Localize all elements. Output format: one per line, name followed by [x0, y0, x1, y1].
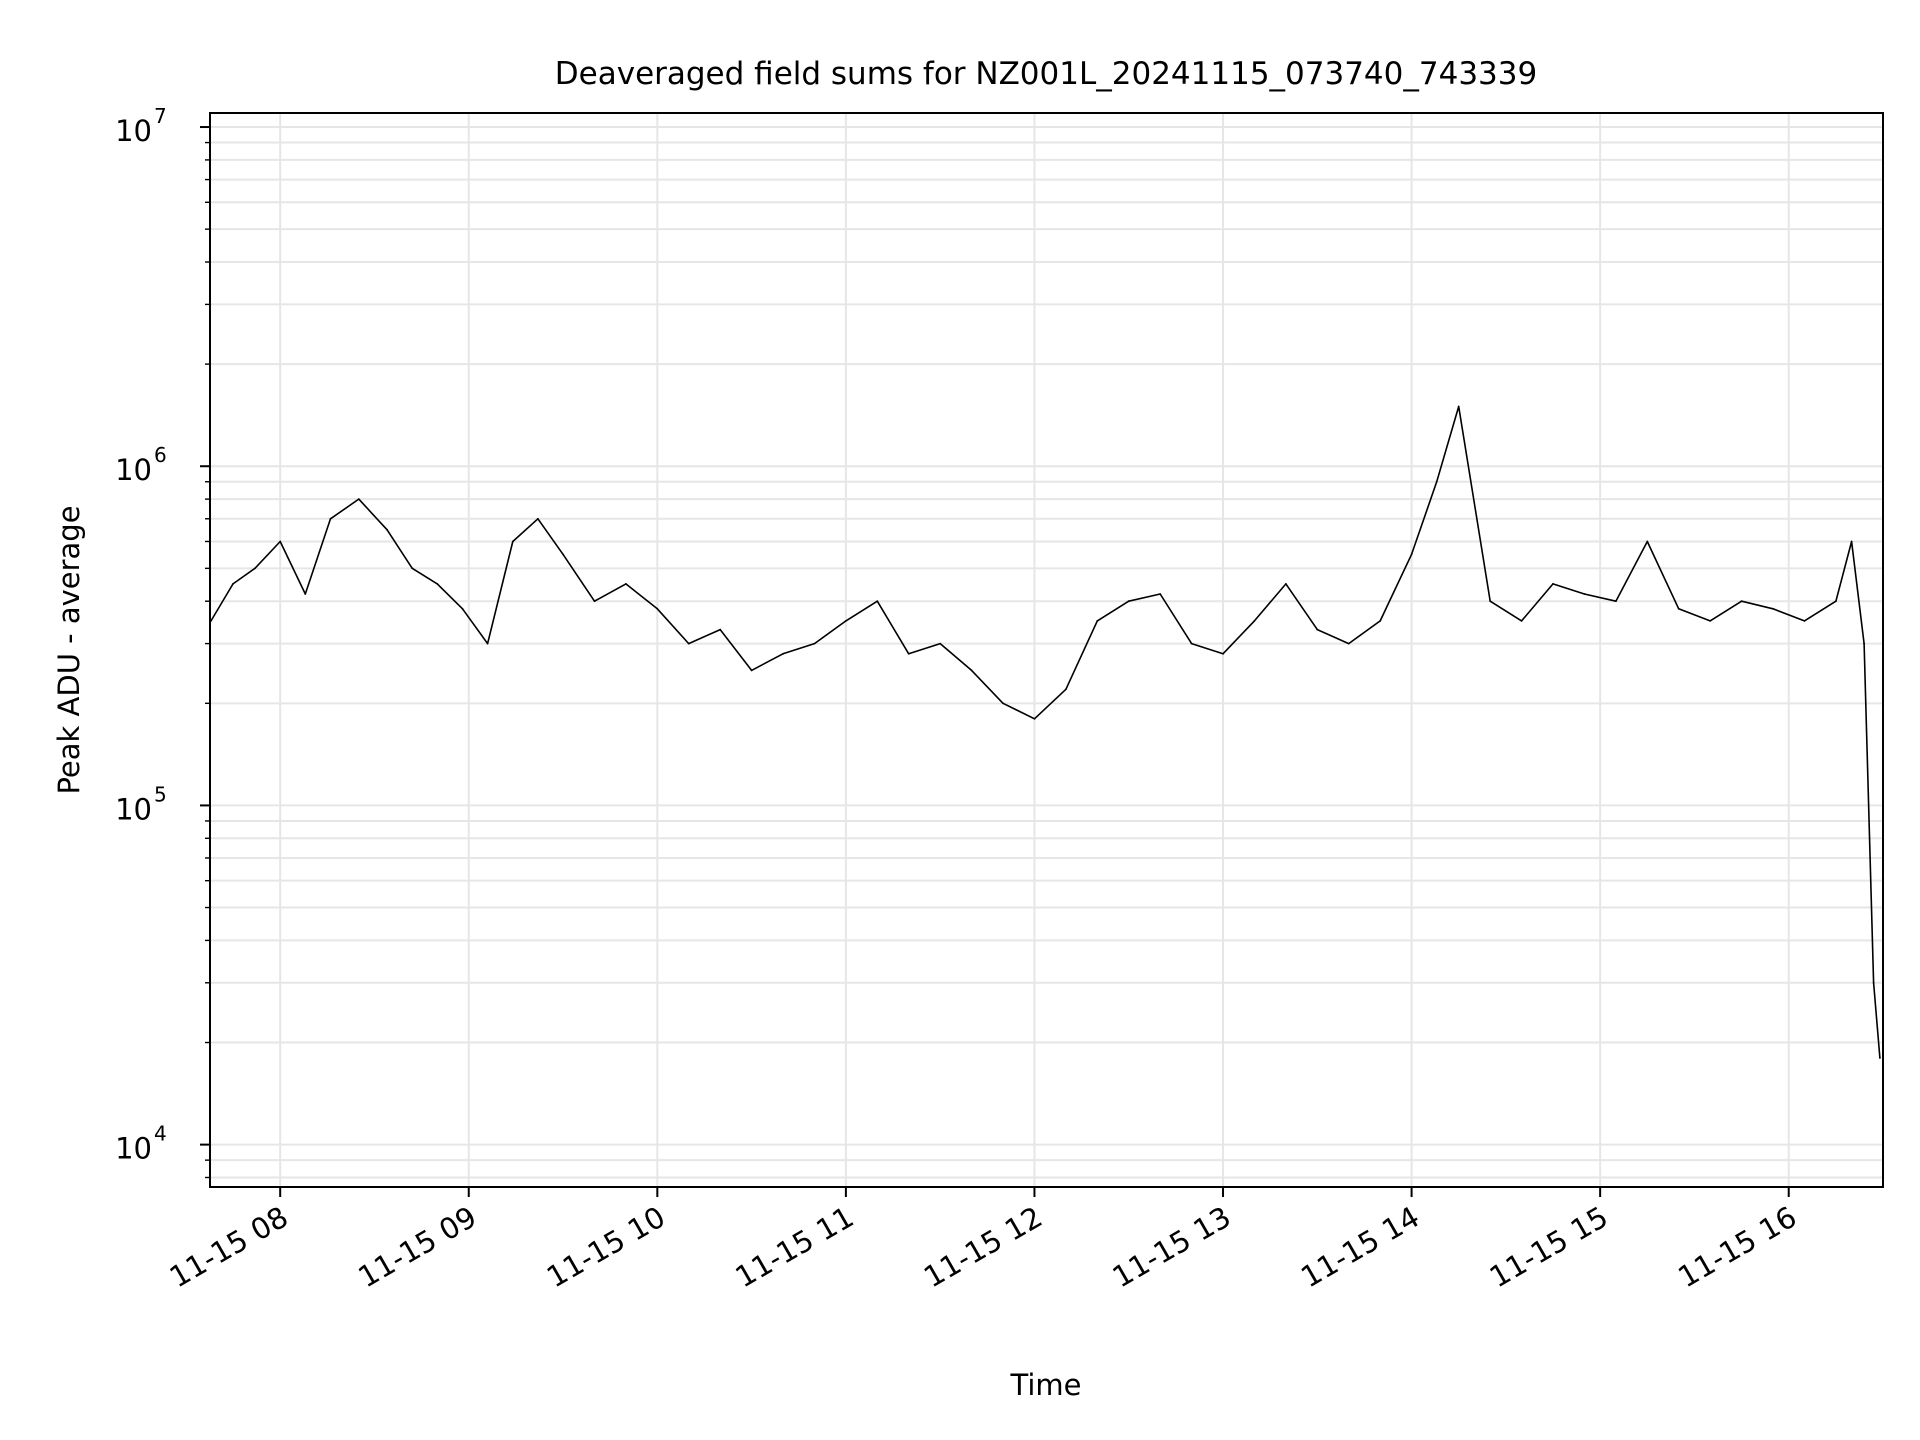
- data-point: [1316, 628, 1319, 631]
- data-point: [1096, 620, 1099, 622]
- data-point: [750, 669, 753, 672]
- data-point: [1347, 642, 1350, 645]
- data-point: [1002, 702, 1004, 705]
- data-point: [232, 583, 234, 585]
- data-point: [1615, 600, 1617, 603]
- data-point: [1033, 717, 1036, 720]
- y-tick-exponent: 7: [154, 104, 167, 128]
- data-point: [486, 642, 489, 645]
- data-point: [1772, 607, 1774, 610]
- y-tick-label: 10: [115, 114, 152, 148]
- data-point: [1159, 593, 1162, 595]
- series-line: [210, 405, 1881, 1059]
- data-point: [845, 620, 847, 622]
- data-point: [461, 607, 464, 610]
- data-point: [1457, 405, 1460, 408]
- chart-title: Deaveraged field sums for NZ001L_2024111…: [555, 56, 1537, 92]
- data-point: [1065, 688, 1067, 691]
- data-point: [511, 540, 514, 543]
- data-point: [436, 583, 439, 585]
- data-point: [1285, 583, 1287, 585]
- data-point: [562, 553, 564, 556]
- data-point: [1677, 607, 1680, 610]
- data-point: [1879, 1057, 1881, 1059]
- y-tick-exponent: 6: [154, 443, 167, 467]
- x-axis-label: Time: [1010, 1368, 1082, 1402]
- data-point: [1863, 642, 1865, 645]
- data-point: [656, 607, 659, 610]
- data-point: [1435, 480, 1438, 483]
- y-axis-label: Peak ADU - average: [52, 505, 86, 794]
- data-point: [1552, 583, 1554, 585]
- data-point: [876, 600, 879, 603]
- data-point: [537, 517, 539, 520]
- data-point: [1872, 981, 1875, 984]
- y-tick-label: 10: [115, 792, 152, 826]
- data-point: [719, 628, 722, 631]
- plot-area-frame: [209, 112, 1884, 1188]
- data-point: [970, 669, 973, 672]
- y-tick-exponent: 5: [154, 782, 167, 806]
- data-point: [1709, 620, 1711, 622]
- data-point: [593, 600, 596, 603]
- y-tick-label: 10: [115, 1132, 152, 1166]
- data-point: [1583, 593, 1586, 595]
- data-point: [687, 642, 690, 645]
- data-point: [1253, 620, 1256, 622]
- data-point: [813, 642, 816, 645]
- data-point: [1740, 600, 1743, 603]
- data-point: [279, 540, 282, 543]
- y-tick-label: 10: [115, 453, 152, 487]
- data-point: [1379, 620, 1382, 622]
- data-point: [1520, 620, 1523, 622]
- data-point: [329, 517, 332, 520]
- y-tick-exponent: 4: [154, 1122, 167, 1146]
- data-point: [1127, 600, 1130, 603]
- data-point: [1190, 642, 1193, 645]
- data-point: [254, 567, 256, 570]
- series-layer: [210, 405, 1881, 1059]
- data-point: [1489, 600, 1492, 603]
- data-point: [386, 528, 388, 531]
- data-point: [304, 593, 307, 595]
- data-point: [625, 583, 627, 585]
- data-point: [357, 498, 360, 500]
- data-point: [1850, 540, 1853, 543]
- data-point: [1222, 652, 1224, 655]
- data-point: [1803, 620, 1806, 622]
- data-point: [907, 652, 910, 655]
- data-point: [782, 652, 784, 655]
- data-point: [411, 567, 414, 570]
- data-point: [1410, 553, 1413, 556]
- data-point: [939, 642, 942, 645]
- grid: [210, 113, 1883, 1187]
- data-point: [1646, 540, 1649, 543]
- data-point: [1835, 600, 1837, 603]
